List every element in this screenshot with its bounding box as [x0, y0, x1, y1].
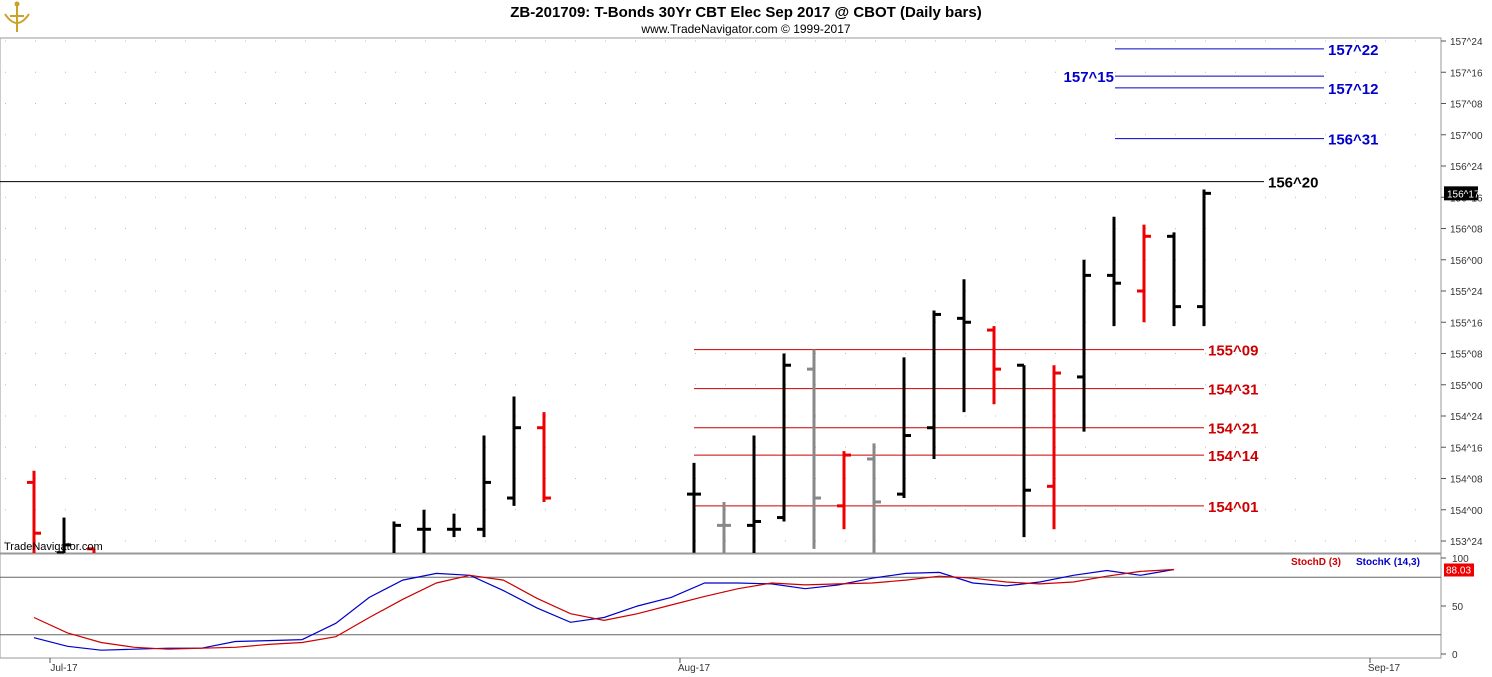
stoch-series-k — [33, 568, 1175, 651]
stoch-panel[interactable] — [0, 553, 1442, 659]
price-tick-label: 155^16 — [1450, 318, 1483, 329]
price-tick-label: 157^24 — [1450, 37, 1483, 48]
watermark: TradeNavigator.com — [4, 541, 103, 553]
stoch-value-label: 88.03 — [1446, 565, 1471, 576]
chart-subtitle: www.TradeNavigator.com © 1999-2017 — [640, 22, 850, 36]
level-label-support: 154^14 — [1208, 448, 1259, 465]
level-label-resistance: 156^31 — [1328, 132, 1378, 149]
x-axis: Jul-17 Aug-17 Sep-17 — [49, 658, 1401, 674]
legend-stochK: StochK (14,3) — [1356, 557, 1420, 568]
price-tick-label: 155^00 — [1450, 381, 1483, 392]
price-tick-label: 154^16 — [1450, 443, 1483, 454]
price-tick-label: 154^08 — [1450, 475, 1483, 486]
last-price-tag — [1444, 186, 1478, 201]
price-tick-label: 157^16 — [1450, 68, 1483, 79]
price-tick-label: 155^08 — [1450, 350, 1483, 361]
price-tick-label: 153^24 — [1450, 537, 1483, 548]
level-label-resistance: 157^12 — [1328, 81, 1378, 98]
price-tick-label: 154^24 — [1450, 412, 1483, 423]
price-tick-label: 157^08 — [1450, 100, 1483, 111]
legend-stochD: StochD (3) — [1291, 557, 1341, 568]
price-tick-label: 156^00 — [1450, 256, 1483, 267]
price-panel[interactable] — [0, 37, 1442, 554]
x-tick-label: Aug-17 — [678, 663, 711, 674]
stoch-grid — [0, 576, 1441, 636]
price-grid — [0, 40, 1441, 542]
x-tick-label: Sep-17 — [1368, 663, 1401, 674]
level-label-support: 154^21 — [1208, 421, 1258, 438]
stoch-tick-label: 0 — [1452, 650, 1458, 661]
price-tick-label: 156^24 — [1450, 162, 1483, 173]
stoch-tick-label: 50 — [1452, 602, 1464, 613]
stoch-tick-label: 100 — [1452, 554, 1469, 565]
chart-title: ZB-201709: T-Bonds 30Yr CBT Elec Sep 201… — [510, 4, 981, 21]
stoch-series-d — [33, 568, 1175, 650]
stoch-value-tag — [1444, 563, 1474, 577]
price-axis: 157^24157^16157^08157^00156^24156^16156^… — [1441, 37, 1483, 548]
price-tick-label: 154^00 — [1450, 506, 1483, 517]
trident-logo-icon[interactable] — [4, 1, 30, 33]
level-label-resistance: 157^22 — [1328, 42, 1378, 59]
level-label-support: 154^01 — [1208, 499, 1258, 516]
level-label-reference: 156^20 — [1268, 175, 1318, 192]
price-tick-label: 156^08 — [1450, 225, 1483, 236]
level-label-support: 154^31 — [1208, 382, 1258, 399]
stoch-axis: 100 50 0 88.03 — [1441, 554, 1474, 661]
price-bars — [27, 189, 1211, 555]
last-price-label: 156^17 — [1447, 189, 1480, 200]
x-tick-label: Jul-17 — [50, 663, 78, 674]
price-tick-label: 157^00 — [1450, 131, 1483, 142]
price-levels: 157^22 157^15 157^12 156^31 156^20 155^09 154^… — [0, 42, 1378, 516]
stoch-lines — [33, 568, 1175, 651]
level-label-resistance: 157^15 — [1064, 69, 1114, 86]
price-tick-label: 155^24 — [1450, 287, 1483, 298]
header: ZB-201709: T-Bonds 30Yr CBT Elec Sep 201… — [4, 1, 982, 36]
level-label-support: 155^09 — [1208, 343, 1258, 360]
